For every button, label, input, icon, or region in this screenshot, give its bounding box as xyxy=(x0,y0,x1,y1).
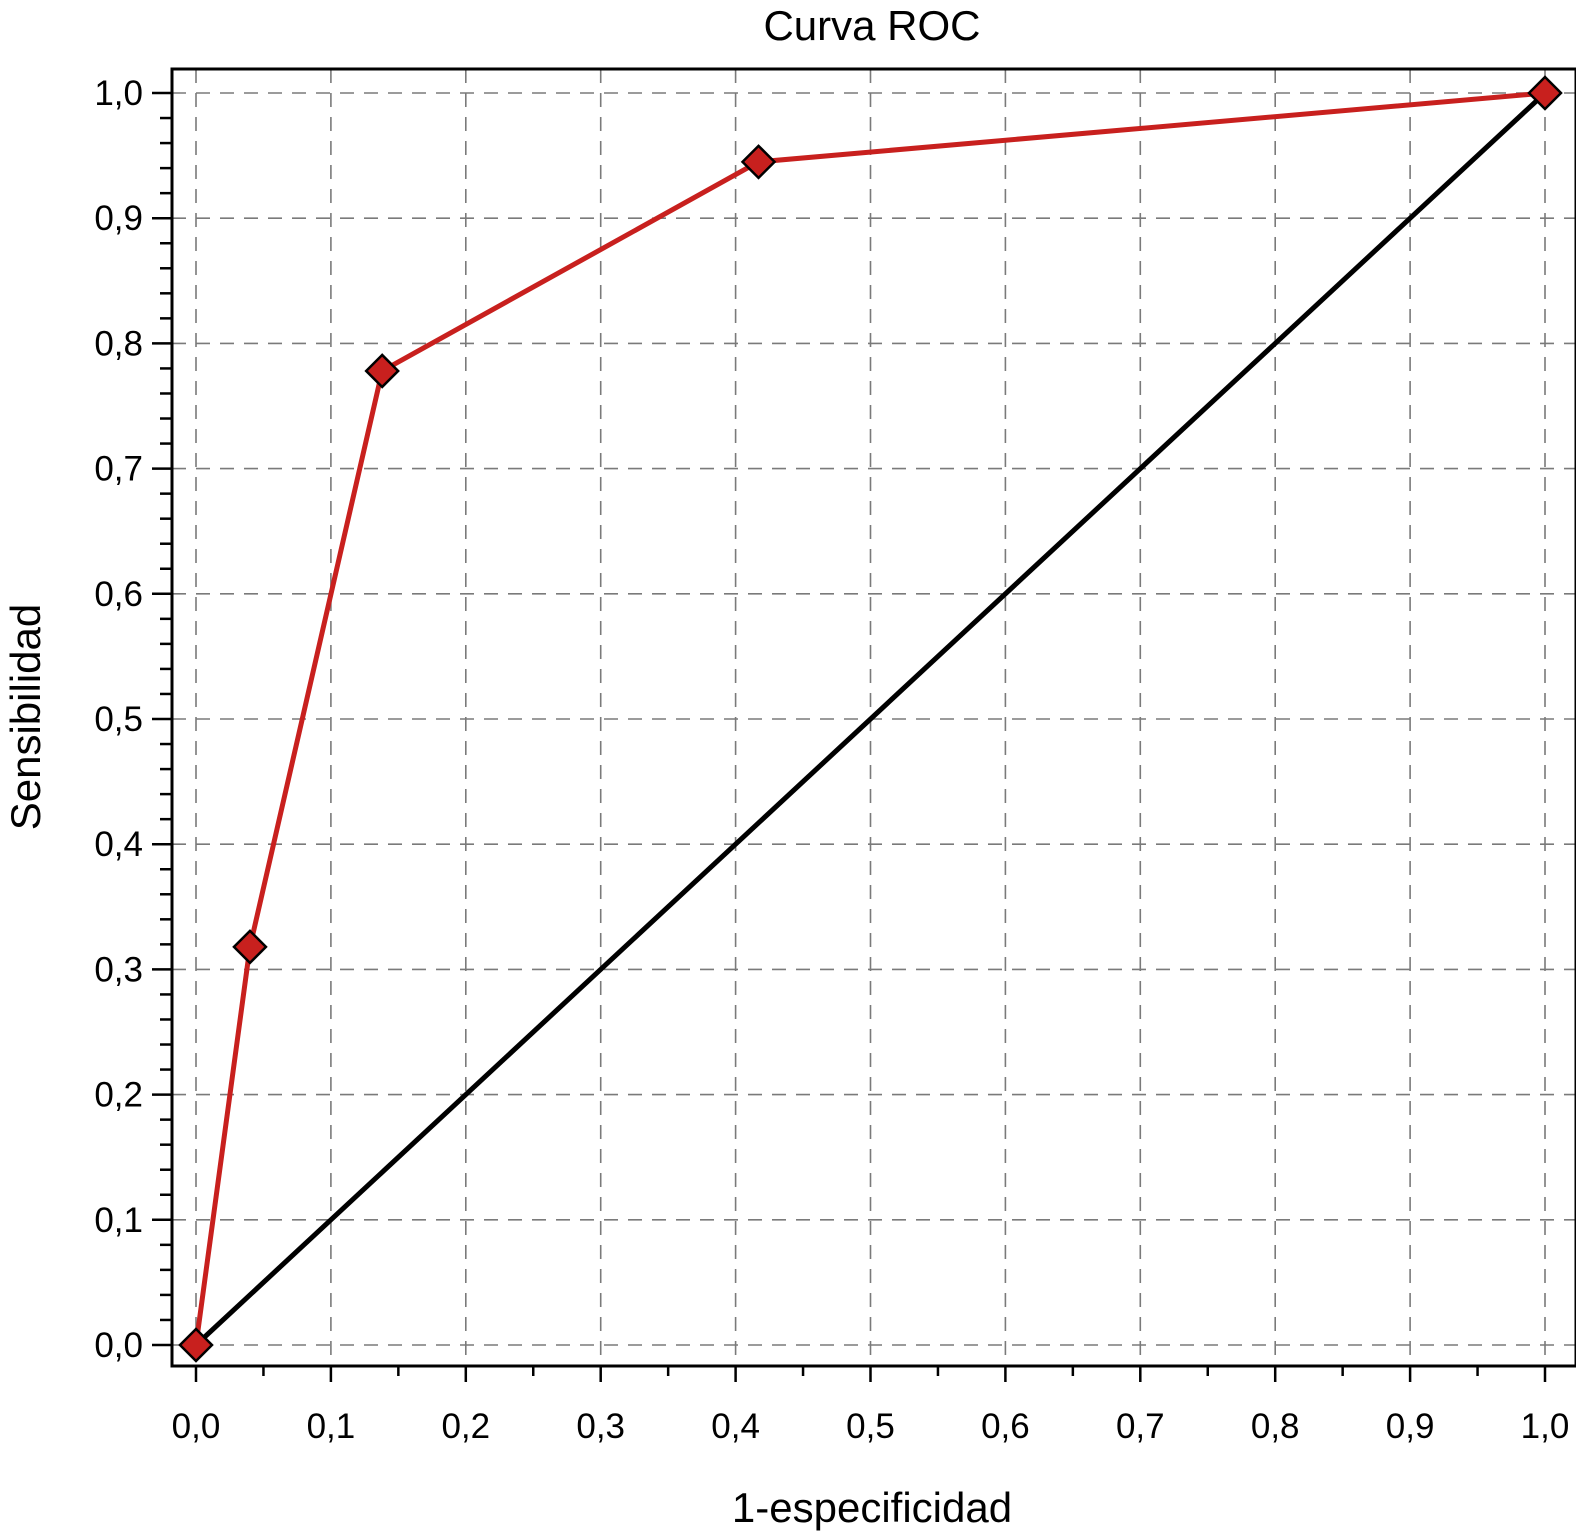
y-axis-title: Sensibilidad xyxy=(2,604,49,831)
x-tick-label: 0,9 xyxy=(1386,1407,1435,1446)
y-tick-label: 1,0 xyxy=(94,74,143,113)
roc-point-marker xyxy=(364,353,400,389)
y-tick-label: 0,4 xyxy=(94,825,143,864)
y-tick-label: 0,2 xyxy=(94,1076,143,1115)
x-tick-label: 0,5 xyxy=(846,1407,895,1446)
plot-frame xyxy=(170,67,1576,1368)
y-tick-label: 0,6 xyxy=(94,575,143,614)
roc-point-marker xyxy=(178,1327,214,1363)
roc-point-marker xyxy=(1527,75,1563,111)
diagonal-line xyxy=(194,91,1547,1347)
y-tick-label: 0,9 xyxy=(94,199,143,238)
y-tick-label: 0,0 xyxy=(94,1326,143,1365)
y-tick-label: 0,3 xyxy=(94,950,143,989)
x-tick-label: 0,4 xyxy=(711,1407,760,1446)
x-tick-label: 0,1 xyxy=(307,1407,356,1446)
y-tick-label: 0,1 xyxy=(94,1201,143,1240)
x-tick-label: 0,6 xyxy=(981,1407,1030,1446)
roc-markers xyxy=(178,75,1563,1363)
chart-title: Curva ROC xyxy=(763,2,980,49)
reference-diagonal xyxy=(194,91,1547,1347)
x-axis-title: 1-especificidad xyxy=(732,1484,1012,1531)
x-tick-label: 0,3 xyxy=(576,1407,625,1446)
x-tick-label: 0,0 xyxy=(172,1407,221,1446)
roc-point-marker xyxy=(740,144,777,180)
x-tick-label: 1,0 xyxy=(1521,1407,1570,1446)
x-tick-label: 0,7 xyxy=(1116,1407,1165,1446)
y-tick-label: 0,5 xyxy=(94,700,143,739)
x-tick-label: 0,8 xyxy=(1251,1407,1300,1446)
x-tick-label: 0,2 xyxy=(441,1407,490,1446)
y-tick-label: 0,8 xyxy=(94,324,143,363)
y-tick-label: 0,7 xyxy=(94,450,143,489)
roc-point-marker xyxy=(232,929,268,965)
axes: 0,0 0,1 0,2 0,3 0,4 0,5 0,6 0,7 0,8 0,9 1,0 0,0 0,1 0… xyxy=(94,74,1569,1446)
